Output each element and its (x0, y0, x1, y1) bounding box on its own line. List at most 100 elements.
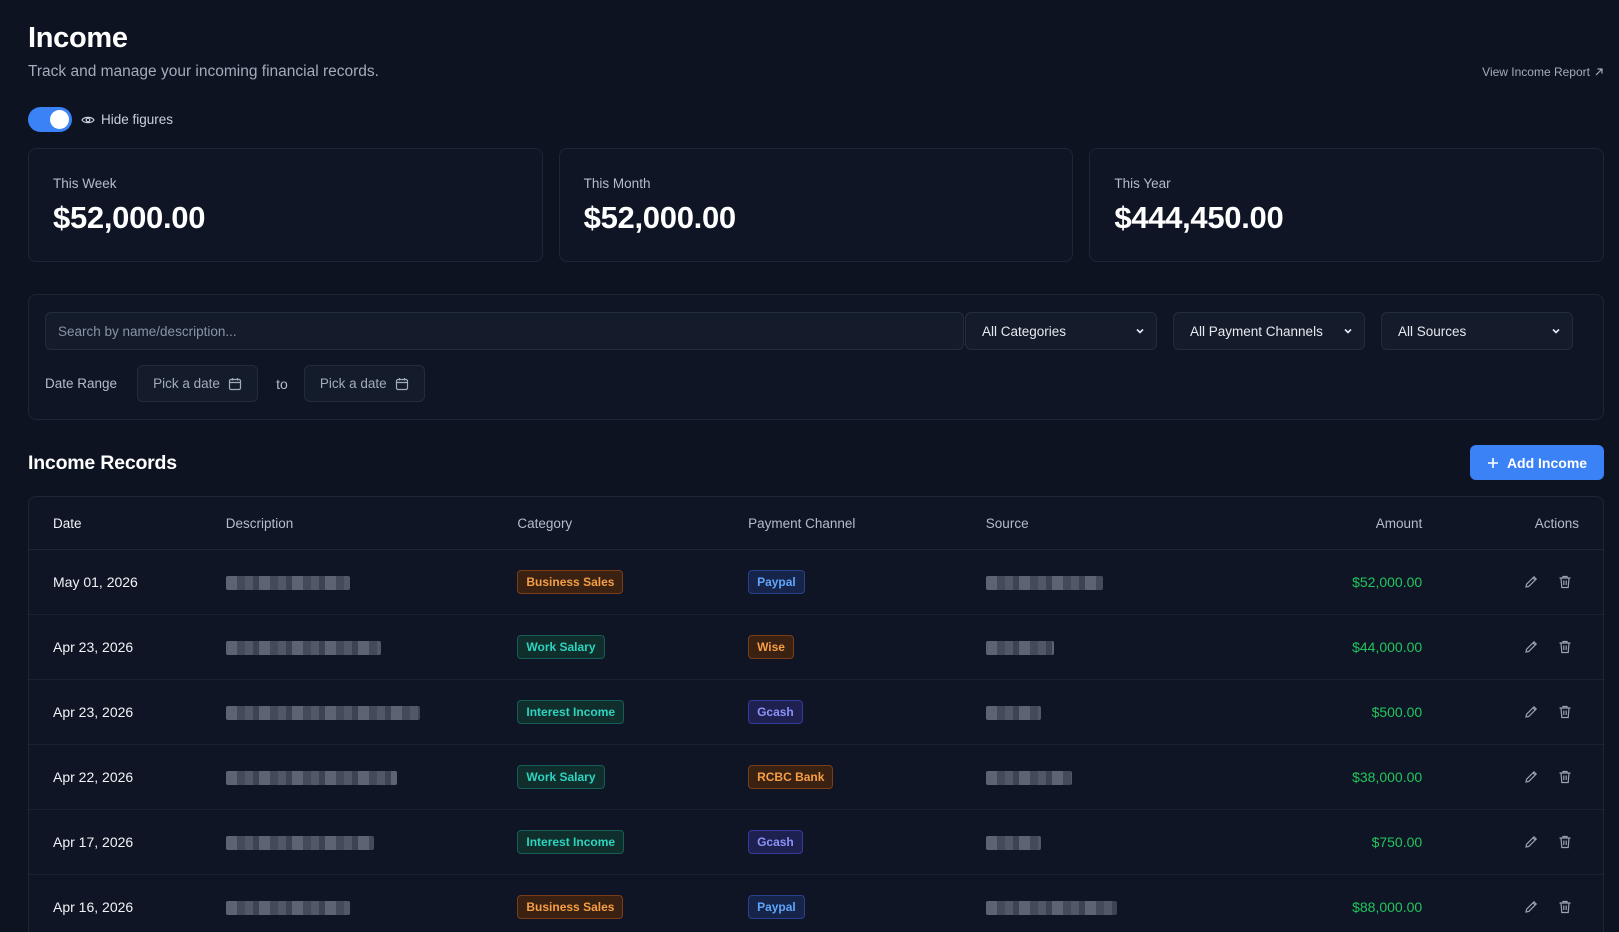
payment-channel-badge: Gcash (748, 700, 803, 724)
row-date: Apr 23, 2026 (53, 704, 134, 720)
trash-icon[interactable] (1557, 769, 1573, 785)
trash-icon[interactable] (1557, 704, 1573, 720)
row-source (985, 769, 1186, 786)
row-description (225, 769, 518, 786)
row-payment-channel: Paypal (748, 570, 986, 594)
column-header-date[interactable]: Date (53, 515, 82, 531)
row-source (985, 899, 1186, 916)
edit-icon[interactable] (1523, 769, 1539, 785)
arrow-up-right-icon (1595, 68, 1603, 76)
row-payment-channel: Wise (748, 635, 986, 659)
payment-channel-badge: Gcash (748, 830, 803, 854)
edit-icon[interactable] (1523, 899, 1539, 915)
row-actions (1422, 639, 1603, 655)
row-actions (1422, 574, 1603, 590)
add-income-label: Add Income (1506, 454, 1588, 471)
payment-channel-badge: RCBC Bank (748, 765, 834, 789)
payment-channel-select-value: All Payment Channels (1190, 323, 1323, 339)
edit-icon[interactable] (1523, 574, 1539, 590)
redacted-source (985, 706, 1041, 721)
table-row: Apr 23, 2026 Interest Income Gcash $500.… (29, 680, 1603, 745)
payment-channel-badge: Wise (748, 635, 794, 659)
source-select-value: All Sources (1398, 323, 1467, 339)
date-to-label: Pick a date (319, 376, 387, 391)
trash-icon[interactable] (1557, 639, 1573, 655)
row-source (985, 639, 1186, 656)
category-badge: Interest Income (517, 700, 625, 724)
filters-panel: All Categories All Payment Channels All … (28, 294, 1604, 420)
payment-channel-badge: Paypal (748, 895, 805, 919)
date-from-picker[interactable]: Pick a date (137, 365, 259, 402)
category-badge: Business Sales (517, 895, 624, 919)
category-select-value: All Categories (982, 323, 1067, 339)
trash-icon[interactable] (1557, 899, 1573, 915)
toggle-knob (50, 110, 69, 129)
calendar-icon (395, 377, 408, 390)
row-payment-channel: Paypal (748, 895, 986, 919)
column-header-payment-channel[interactable]: Payment Channel (748, 515, 856, 531)
row-category: Work Salary (517, 635, 748, 659)
category-badge: Interest Income (517, 830, 625, 854)
table-row: Apr 23, 2026 Work Salary Wise $44,000.00 (29, 615, 1603, 680)
payment-channel-select[interactable]: All Payment Channels (1173, 312, 1365, 350)
edit-icon[interactable] (1523, 704, 1539, 720)
payment-channel-badge: Paypal (748, 570, 805, 594)
chevron-down-icon (1552, 328, 1560, 334)
table-row: May 01, 2026 Business Sales Paypal $52,0… (29, 550, 1603, 615)
page-title: Income (28, 22, 128, 54)
search-input[interactable] (45, 312, 964, 350)
column-header-category[interactable]: Category (517, 515, 573, 531)
stat-card-week: This Week $52,000.00 (28, 148, 543, 262)
redacted-description (225, 641, 381, 656)
date-to-picker[interactable]: Pick a date (303, 365, 425, 402)
date-range-row: Date Range Pick a date to Pick a date (45, 365, 425, 402)
column-header-amount[interactable]: Amount (1375, 515, 1423, 531)
chevron-down-icon (1136, 328, 1144, 334)
column-header-source[interactable]: Source (985, 515, 1029, 531)
row-category: Interest Income (517, 830, 748, 854)
stat-value: $52,000.00 (53, 200, 206, 235)
row-actions (1422, 834, 1603, 850)
row-description (225, 574, 518, 591)
hide-figures-toggle[interactable] (28, 107, 72, 132)
redacted-description (225, 771, 397, 786)
report-link-label: View Income Report (1482, 65, 1590, 79)
row-amount: $88,000.00 (1352, 899, 1423, 915)
calendar-icon (228, 377, 242, 390)
row-date: Apr 23, 2026 (53, 639, 134, 655)
row-date: May 01, 2026 (53, 574, 138, 590)
hide-figures-label-group: Hide figures (81, 112, 173, 127)
row-payment-channel: Gcash (748, 700, 986, 724)
row-description (225, 834, 518, 851)
edit-icon[interactable] (1523, 834, 1539, 850)
row-category: Work Salary (517, 765, 748, 789)
redacted-description (225, 706, 420, 721)
table-row: Apr 16, 2026 Business Sales Paypal $88,0… (29, 875, 1603, 932)
row-description (225, 899, 518, 916)
category-badge: Work Salary (517, 635, 605, 659)
row-date: Apr 22, 2026 (53, 769, 134, 785)
row-source (985, 834, 1186, 851)
column-header-actions: Actions (1534, 515, 1580, 531)
eye-icon (81, 116, 95, 123)
trash-icon[interactable] (1557, 834, 1573, 850)
redacted-source (985, 836, 1041, 851)
plus-icon (1487, 457, 1498, 468)
row-amount: $44,000.00 (1352, 639, 1423, 655)
edit-icon[interactable] (1523, 639, 1539, 655)
column-header-description[interactable]: Description (225, 515, 294, 531)
trash-icon[interactable] (1557, 574, 1573, 590)
category-badge: Work Salary (517, 765, 605, 789)
source-select[interactable]: All Sources (1381, 312, 1573, 350)
stats-row: This Week $52,000.00 This Month $52,000.… (28, 148, 1605, 262)
page-subtitle: Track and manage your incoming financial… (28, 63, 379, 80)
view-income-report-link[interactable]: View Income Report (1482, 65, 1604, 79)
chevron-down-icon (1344, 328, 1352, 334)
row-amount: $500.00 (1371, 704, 1423, 720)
category-select[interactable]: All Categories (965, 312, 1157, 350)
row-date: Apr 16, 2026 (53, 899, 134, 915)
hide-figures-label: Hide figures (101, 112, 174, 127)
table-header: Date Description Category Payment Channe… (29, 497, 1603, 550)
row-description (225, 639, 518, 656)
add-income-button[interactable]: Add Income (1470, 445, 1604, 480)
